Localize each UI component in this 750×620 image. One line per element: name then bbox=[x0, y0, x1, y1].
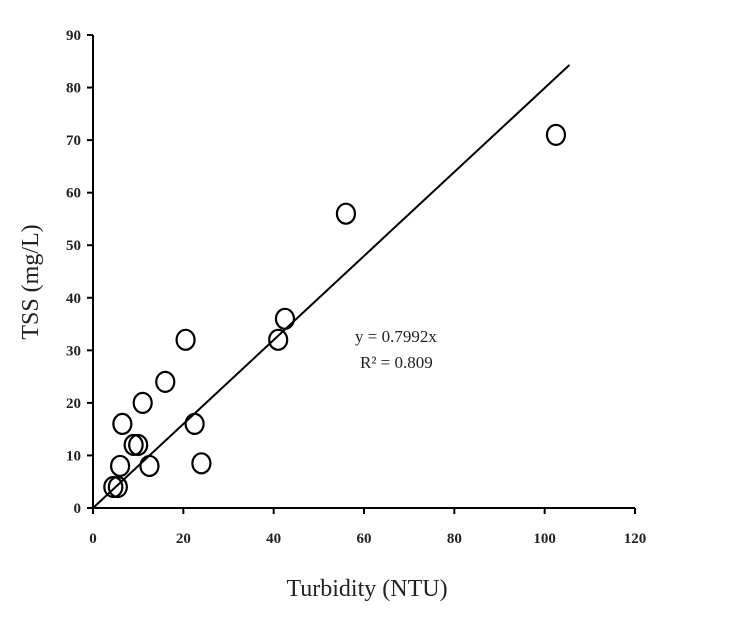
equation-label: y = 0.7992x bbox=[355, 327, 437, 346]
x-tick-label: 40 bbox=[266, 531, 281, 547]
x-tick-label: 80 bbox=[447, 531, 462, 547]
data-point bbox=[191, 452, 212, 475]
x-tick-label: 100 bbox=[533, 531, 556, 547]
data-point bbox=[112, 412, 133, 436]
data-point bbox=[274, 307, 296, 330]
data-point bbox=[109, 454, 131, 478]
x-tick-label: 60 bbox=[357, 531, 372, 547]
data-point bbox=[545, 123, 567, 146]
y-tick-label: 0 bbox=[74, 501, 82, 517]
data-point bbox=[123, 433, 144, 457]
y-tick-label: 60 bbox=[66, 186, 81, 202]
y-tick-label: 30 bbox=[66, 343, 81, 359]
x-axis-ticks: 0 20 40 60 80 100 120 bbox=[89, 508, 646, 547]
data-point bbox=[268, 328, 289, 351]
data-points bbox=[103, 123, 567, 499]
y-tick-label: 50 bbox=[66, 238, 81, 254]
data-point bbox=[132, 391, 153, 414]
data-point bbox=[103, 475, 124, 499]
y-tick-label: 40 bbox=[66, 291, 81, 307]
data-point bbox=[175, 328, 196, 351]
y-tick-label: 20 bbox=[66, 396, 81, 412]
y-axis-label: TSS (mg/L) bbox=[18, 224, 44, 339]
data-point bbox=[107, 475, 128, 499]
data-point bbox=[155, 370, 176, 393]
data-point bbox=[335, 202, 357, 225]
data-point bbox=[184, 412, 205, 436]
y-axis-ticks: 0 10 20 30 40 50 60 70 80 90 bbox=[66, 28, 93, 517]
y-tick-label: 80 bbox=[66, 81, 81, 97]
r-squared-label: R² = 0.809 bbox=[360, 353, 433, 372]
x-tick-label: 0 bbox=[89, 531, 97, 547]
x-tick-label: 120 bbox=[624, 531, 647, 547]
y-tick-label: 90 bbox=[66, 28, 81, 44]
y-tick-label: 10 bbox=[66, 448, 81, 464]
x-axis-label: Turbidity (NTU) bbox=[286, 576, 447, 602]
trendline bbox=[92, 64, 571, 509]
x-tick-label: 20 bbox=[176, 531, 191, 547]
y-tick-label: 70 bbox=[66, 133, 81, 149]
data-point bbox=[128, 433, 149, 457]
data-point bbox=[139, 454, 160, 478]
